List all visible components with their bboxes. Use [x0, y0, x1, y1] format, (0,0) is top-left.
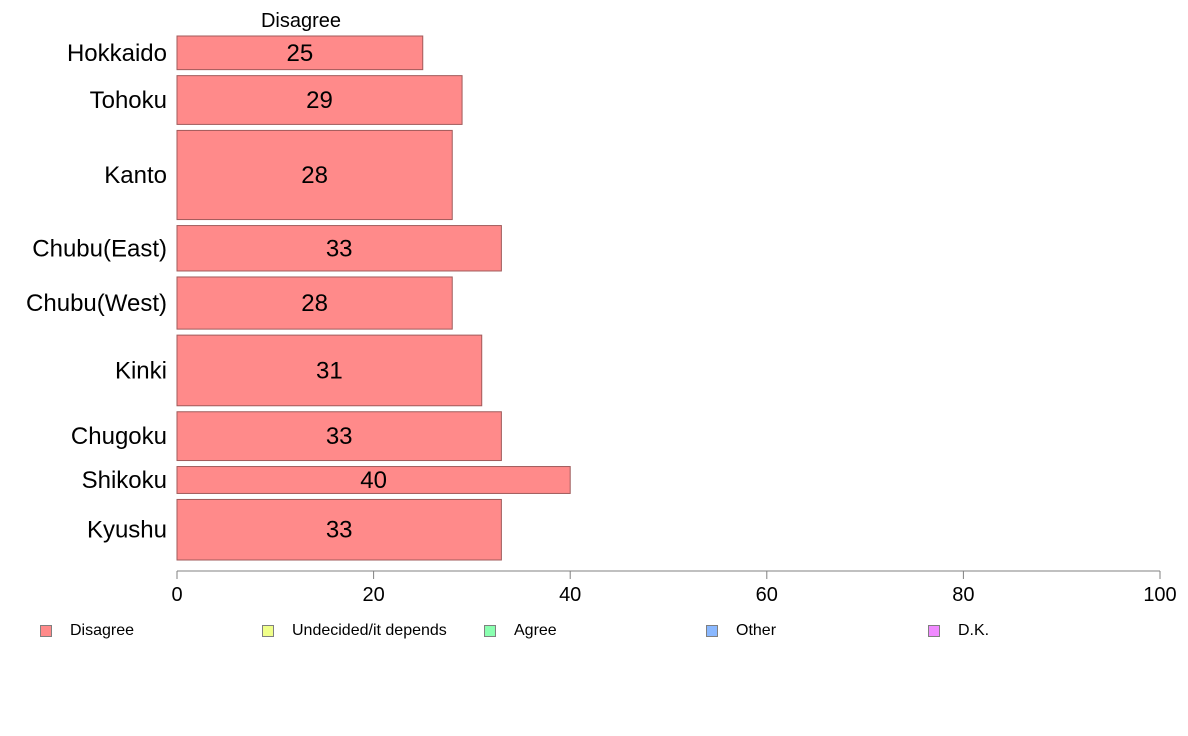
- category-label: Hokkaido: [67, 40, 167, 67]
- category-label: Chubu(West): [26, 290, 167, 317]
- legend-item-other: Other: [706, 622, 776, 640]
- x-axis: 0 20 40 60 80 100: [171, 570, 1177, 606]
- x-tick-label: 20: [362, 584, 384, 606]
- category-label: Chubu(East): [32, 235, 167, 262]
- legend-item-agree: Agree: [484, 622, 557, 640]
- legend-swatch: [484, 625, 496, 637]
- legend: Disagree Undecided/it depends Agree Other D.…: [0, 622, 1188, 646]
- x-tick-label: 80: [952, 584, 974, 606]
- data-label: 31: [316, 357, 343, 384]
- bar-hokkaido: [176, 35, 424, 71]
- category-label: Chugoku: [71, 423, 167, 450]
- data-label: 28: [301, 290, 328, 317]
- x-tick-label: 60: [756, 584, 778, 606]
- data-label: 33: [326, 423, 353, 450]
- bar-chugoku: [176, 411, 502, 462]
- bar-tohoku: [176, 75, 463, 125]
- legend-label: Disagree: [70, 622, 135, 639]
- x-tick-label: 0: [171, 584, 182, 606]
- legend-label: D.K.: [958, 622, 990, 639]
- legend-swatch: [40, 625, 52, 637]
- legend-label: Agree: [514, 622, 557, 639]
- bar-chubu-west-: [176, 276, 453, 330]
- legend-swatch: [928, 625, 940, 637]
- data-label: 40: [360, 467, 387, 494]
- category-label: Tohoku: [90, 87, 167, 114]
- legend-label: Undecided/it depends: [292, 622, 447, 639]
- legend-item-disagree: Disagree: [40, 622, 134, 640]
- data-label: 33: [326, 235, 353, 262]
- bar-chubu-east-: [176, 225, 502, 272]
- category-label: Kinki: [115, 357, 167, 384]
- bar-shikoku: [176, 466, 571, 494]
- category-label: Shikoku: [82, 467, 167, 494]
- data-label: 33: [326, 517, 353, 544]
- bar-kanto: [176, 129, 453, 221]
- legend-item-undecided-it-depends: Undecided/it depends: [262, 622, 447, 640]
- x-tick-label: 40: [559, 584, 581, 606]
- bar-chart: Disagree Hokkaido 25 Tohoku 29 Kanto 28 Chubu(…: [26, 10, 1177, 606]
- category-label: Kanto: [104, 162, 167, 189]
- data-label: 25: [287, 40, 314, 67]
- legend-swatch: [706, 625, 718, 637]
- legend-swatch: [262, 625, 274, 637]
- data-label: 28: [301, 162, 328, 189]
- legend-label: Other: [736, 622, 777, 639]
- bar-kinki: [176, 334, 483, 407]
- chart-title: Disagree: [261, 10, 341, 32]
- data-label: 29: [306, 87, 333, 114]
- bars-group: Hokkaido 25 Tohoku 29 Kanto 28 Chubu(East) 33 Ch…: [26, 35, 571, 561]
- x-tick-label: 100: [1143, 584, 1176, 606]
- legend-item-d-k: D.K.: [928, 622, 989, 640]
- bar-kyushu: [176, 498, 502, 561]
- category-label: Kyushu: [87, 517, 167, 544]
